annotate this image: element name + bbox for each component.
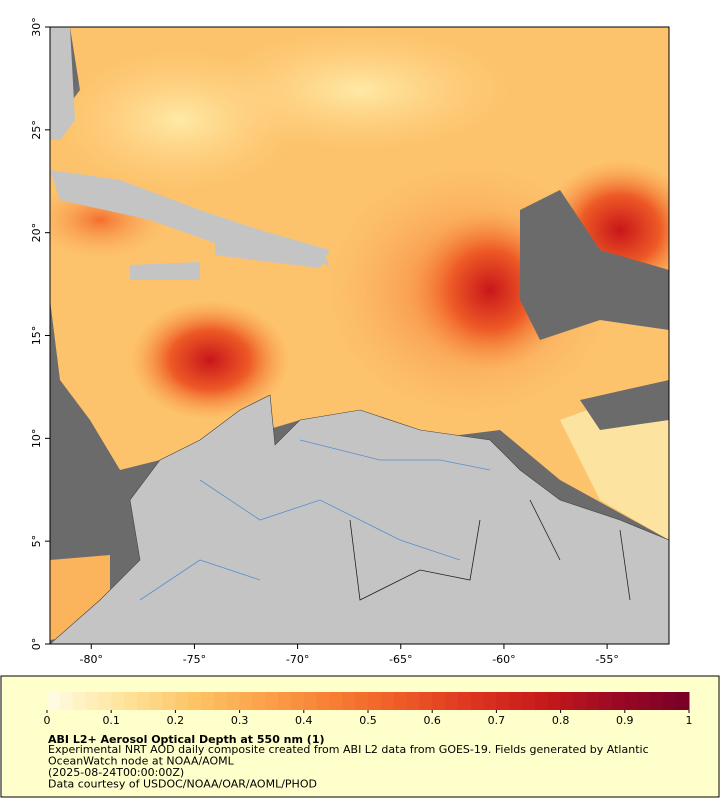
- colorbar-cell: [342, 692, 356, 710]
- colorbar-cell: [663, 692, 677, 710]
- colorbar-cell: [149, 692, 164, 710]
- colorbar-tick-label: 0.4: [295, 714, 313, 727]
- colorbar-tick-label: 0.2: [167, 714, 185, 727]
- colorbar-cell: [175, 692, 189, 710]
- colorbar-cell: [188, 692, 202, 710]
- map: [50, 27, 669, 644]
- colorbar-cell: [547, 692, 562, 710]
- colorbar-cell: [624, 692, 639, 710]
- aerosol-field: [60, 50, 300, 190]
- colorbar-cell: [72, 692, 87, 710]
- colorbar-cell: [329, 692, 343, 710]
- caption-line: Experimental NRT AOD daily composite cre…: [48, 743, 649, 756]
- colorbar-tick-label: 0.6: [423, 714, 441, 727]
- land: [130, 262, 200, 280]
- colorbar-cell: [534, 692, 549, 710]
- y-tick-label: 20°: [30, 223, 43, 243]
- y-tick-label: 25°: [30, 120, 43, 140]
- colorbar-tick-label: 0.3: [231, 714, 249, 727]
- y-tick-label: 30°: [30, 17, 43, 37]
- river: [139, 439, 491, 601]
- x-tick-label: -55°: [595, 653, 618, 666]
- colorbar-cell: [136, 692, 151, 710]
- colorbar-cell: [637, 692, 651, 710]
- y-tick-label: 10°: [30, 429, 43, 449]
- colorbar-cell: [316, 692, 330, 710]
- colorbar-cell: [573, 692, 587, 710]
- colorbar-cell: [419, 692, 433, 710]
- colorbar-cell: [445, 692, 459, 710]
- land: [215, 230, 330, 268]
- no-data: [580, 380, 669, 430]
- colorbar-tick-label: 0.8: [552, 714, 570, 727]
- colorbar-cell: [483, 692, 497, 710]
- colorbar-tick-label: 0.1: [102, 714, 120, 727]
- colorbar-cell: [162, 692, 176, 710]
- border: [349, 499, 631, 601]
- colorbar-tick-label: 0: [44, 714, 51, 727]
- colorbar-cell: [278, 692, 292, 710]
- colorbar-cell: [586, 692, 600, 710]
- colorbar-cell: [124, 692, 138, 710]
- colorbar-cell: [98, 692, 112, 710]
- colorbar-tick-label: 0.7: [488, 714, 506, 727]
- colorbar-cell: [522, 692, 536, 710]
- colorbar-cell: [599, 692, 613, 710]
- x-tick-label: -80°: [80, 653, 103, 666]
- x-tick-label: -60°: [492, 653, 515, 666]
- x-tick-label: -75°: [183, 653, 206, 666]
- aerosol-field: [130, 300, 290, 420]
- no-data: [50, 380, 110, 520]
- land: [50, 27, 75, 140]
- colorbar-cell: [201, 692, 215, 710]
- colorbar-tick-label: 0.9: [616, 714, 634, 727]
- colorbar-cell: [265, 692, 279, 710]
- caption-line: OceanWatch node at NOAA/AOML: [48, 755, 235, 768]
- no-data: [520, 190, 669, 340]
- colorbar-cell: [650, 692, 664, 710]
- x-tick-label: -70°: [286, 653, 309, 666]
- colorbar-cell: [47, 692, 61, 710]
- colorbar-cell: [676, 692, 690, 710]
- caption-line: Data courtesy of USDOC/NOAA/OAR/AOML/PHO…: [48, 778, 317, 791]
- colorbar-cell: [470, 692, 485, 710]
- colorbar-cell: [406, 692, 420, 710]
- y-tick-label: 15°: [30, 326, 43, 346]
- colorbar-cell: [59, 692, 74, 710]
- y-tick-label: 0°: [30, 638, 43, 651]
- colorbar-tick-label: 0.5: [359, 714, 377, 727]
- caption-line: (2025-08-24T00:00:00Z): [48, 766, 184, 779]
- colorbar-cell: [560, 692, 574, 710]
- colorbar-cell: [290, 692, 305, 710]
- colorbar-cell: [509, 692, 523, 710]
- colorbar-cell: [226, 692, 241, 710]
- colorbar-cell: [85, 692, 99, 710]
- caption-title: ABI L2+ Aerosol Optical Depth at 550 nm …: [48, 733, 325, 746]
- colorbar-cell: [303, 692, 318, 710]
- colorbar-cell: [380, 692, 395, 710]
- colorbar-cell: [457, 692, 472, 710]
- colorbar-cell: [252, 692, 266, 710]
- colorbar-cell: [239, 692, 253, 710]
- colorbar-cell: [355, 692, 369, 710]
- colorbar-cell: [393, 692, 408, 710]
- colorbar-cell: [432, 692, 446, 710]
- colorbar-cell: [111, 692, 125, 710]
- colorbar-cell: [213, 692, 228, 710]
- colorbar-tick-label: 1: [686, 714, 693, 727]
- colorbar-cell: [611, 692, 626, 710]
- colorbar-cell: [496, 692, 510, 710]
- x-tick-label: -65°: [389, 653, 412, 666]
- y-tick-label: 5°: [30, 535, 43, 548]
- colorbar-cell: [368, 692, 382, 710]
